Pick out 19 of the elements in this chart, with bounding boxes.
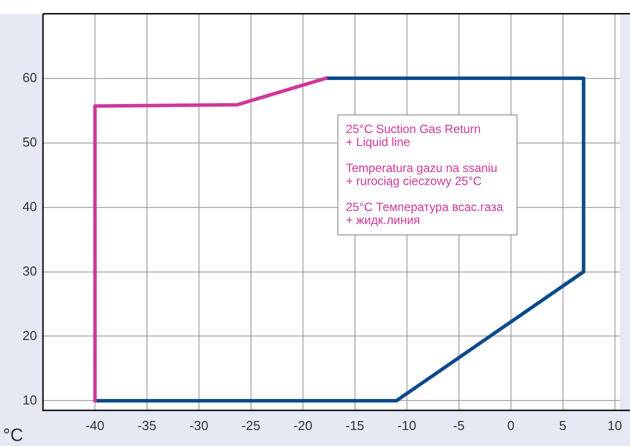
x-tick-label: -30	[190, 418, 208, 433]
y-tick-label: 40	[22, 198, 37, 214]
x-tick-label: -15	[345, 418, 364, 433]
x-tick-label: -40	[86, 418, 104, 433]
x-tick-label: -35	[138, 418, 156, 433]
x-tick-label: 10	[608, 418, 622, 433]
x-tick-label: -25	[242, 418, 260, 433]
y-tick-label: 60	[22, 70, 37, 85]
x-tick-label: 0	[507, 418, 514, 433]
y-tick-label: 20	[22, 328, 37, 343]
x-tick-label: -5	[453, 418, 465, 433]
y-tick-label: 10	[22, 392, 37, 408]
x-axis-title: °C	[3, 424, 24, 445]
y-tick-label: 30	[22, 263, 37, 278]
x-tick-label: -10	[397, 418, 416, 433]
y-tick-label: 50	[22, 134, 37, 150]
x-tick-label: 5	[559, 418, 566, 433]
text: 25°C Suction Gas Return + Liquid line Temperatura gazu na ssaniu + rurociąg cieczowy 25°C 25°C Температура всас.газа + жидк.линия	[346, 122, 504, 228]
x-tick-label: -20	[293, 418, 312, 433]
